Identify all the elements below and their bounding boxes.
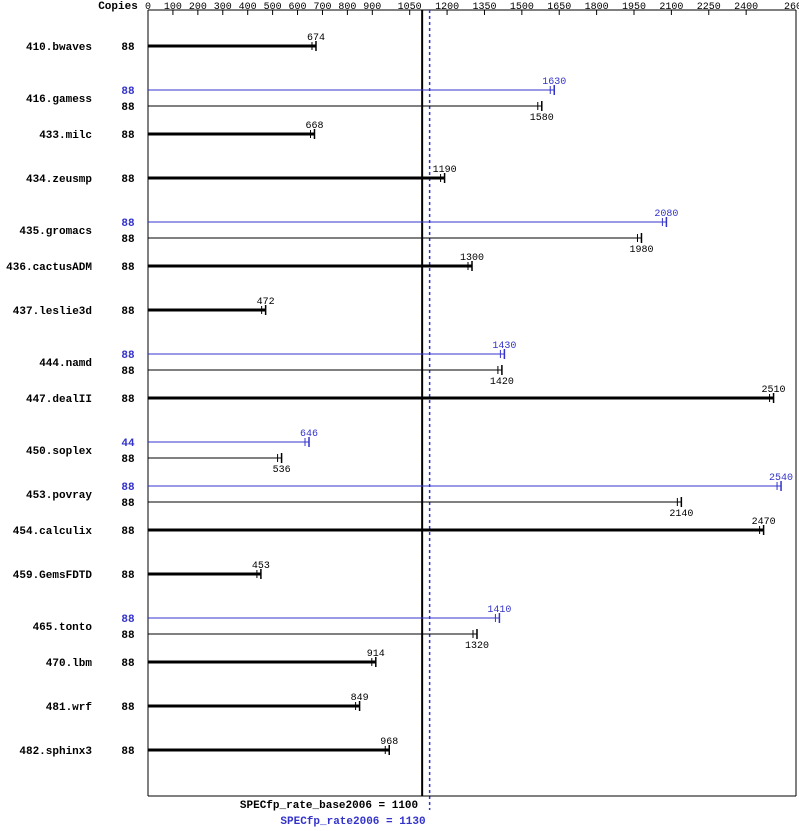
x-tick-label: 300 xyxy=(214,2,232,13)
bar-value-label: 1580 xyxy=(530,113,554,124)
x-tick-label: 2100 xyxy=(659,2,683,13)
benchmark-label: 450.soplex xyxy=(26,446,92,458)
x-tick-label: 1800 xyxy=(585,2,609,13)
copies-value: 88 xyxy=(121,630,135,642)
x-tick-label: 900 xyxy=(363,2,381,13)
bar-value-label: 668 xyxy=(305,121,323,132)
x-tick-label: 800 xyxy=(338,2,356,13)
bar-value-label: 2510 xyxy=(762,385,786,396)
chart-svg: 0100200300400500600700800900105012001350… xyxy=(0,0,799,831)
benchmark-label: 481.wrf xyxy=(46,702,93,714)
copies-value: 88 xyxy=(121,614,135,626)
benchmark-label: 437.leslie3d xyxy=(13,306,92,318)
copies-value: 88 xyxy=(121,86,135,98)
bar-value-label: 646 xyxy=(300,429,318,440)
x-tick-label: 1950 xyxy=(622,2,646,13)
copies-value: 88 xyxy=(121,526,135,538)
x-tick-label: 2400 xyxy=(734,2,758,13)
x-tick-label: 600 xyxy=(289,2,307,13)
bar-value-label: 1420 xyxy=(490,377,514,388)
copies-value: 88 xyxy=(121,366,135,378)
bar-value-label: 2540 xyxy=(769,473,793,484)
benchmark-label: 459.GemsFDTD xyxy=(13,570,93,582)
bar-value-label: 536 xyxy=(273,465,291,476)
copies-value: 88 xyxy=(121,702,135,714)
x-tick-label: 100 xyxy=(164,2,182,13)
bar-value-label: 968 xyxy=(380,737,398,748)
spec-chart: 0100200300400500600700800900105012001350… xyxy=(0,0,799,831)
bar-value-label: 914 xyxy=(367,649,385,660)
x-tick-label: 1650 xyxy=(547,2,571,13)
x-tick-label: 2250 xyxy=(697,2,721,13)
x-tick-label: 1350 xyxy=(472,2,496,13)
bar-value-label: 472 xyxy=(257,297,275,308)
copies-value: 88 xyxy=(121,130,135,142)
benchmark-label: 444.namd xyxy=(39,358,92,370)
copies-header: Copies xyxy=(98,1,138,13)
benchmark-label: 465.tonto xyxy=(33,622,93,634)
copies-value: 88 xyxy=(121,454,135,466)
benchmark-label: 482.sphinx3 xyxy=(19,746,92,758)
benchmark-label: 436.cactusADM xyxy=(6,262,92,274)
x-tick-label: 500 xyxy=(264,2,282,13)
x-tick-label: 1500 xyxy=(510,2,534,13)
bar-value-label: 2140 xyxy=(669,509,693,520)
benchmark-label: 435.gromacs xyxy=(19,226,92,238)
copies-value: 88 xyxy=(121,570,135,582)
bar-value-label: 849 xyxy=(351,693,369,704)
bar-value-label: 1300 xyxy=(460,253,484,264)
copies-value: 88 xyxy=(121,218,135,230)
bar-value-label: 1410 xyxy=(487,605,511,616)
bar-value-label: 1190 xyxy=(433,165,457,176)
peak-ref-label: SPECfp_rate2006 = 1130 xyxy=(280,816,425,828)
x-tick-label: 700 xyxy=(313,2,331,13)
bar-value-label: 674 xyxy=(307,33,325,44)
benchmark-label: 433.milc xyxy=(39,130,92,142)
copies-value: 88 xyxy=(121,498,135,510)
bar-value-label: 2080 xyxy=(654,209,678,220)
benchmark-label: 454.calculix xyxy=(13,526,93,538)
x-tick-label: 2600 xyxy=(784,2,799,13)
copies-value: 88 xyxy=(121,262,135,274)
benchmark-label: 410.bwaves xyxy=(26,42,92,54)
benchmark-label: 447.dealII xyxy=(26,394,92,406)
x-tick-label: 400 xyxy=(239,2,257,13)
copies-value: 88 xyxy=(121,306,135,318)
x-tick-label: 200 xyxy=(189,2,207,13)
copies-value: 88 xyxy=(121,350,135,362)
copies-value: 88 xyxy=(121,42,135,54)
bar-value-label: 1320 xyxy=(465,641,489,652)
copies-value: 88 xyxy=(121,658,135,670)
bar-value-label: 1430 xyxy=(492,341,516,352)
bar-value-label: 2470 xyxy=(752,517,776,528)
base-ref-label: SPECfp_rate_base2006 = 1100 xyxy=(240,800,418,812)
bar-value-label: 1980 xyxy=(629,245,653,256)
bar-value-label: 453 xyxy=(252,561,270,572)
x-tick-label: 1050 xyxy=(398,2,422,13)
benchmark-label: 434.zeusmp xyxy=(26,174,92,186)
copies-value: 88 xyxy=(121,174,135,186)
copies-value: 88 xyxy=(121,394,135,406)
x-tick-label: 1200 xyxy=(435,2,459,13)
copies-value: 88 xyxy=(121,746,135,758)
benchmark-label: 470.lbm xyxy=(46,658,93,670)
benchmark-label: 453.povray xyxy=(26,490,92,502)
copies-value: 88 xyxy=(121,482,135,494)
copies-value: 88 xyxy=(121,102,135,114)
bar-value-label: 1630 xyxy=(542,77,566,88)
copies-value: 88 xyxy=(121,234,135,246)
copies-value: 44 xyxy=(121,438,135,450)
benchmark-label: 416.gamess xyxy=(26,94,92,106)
